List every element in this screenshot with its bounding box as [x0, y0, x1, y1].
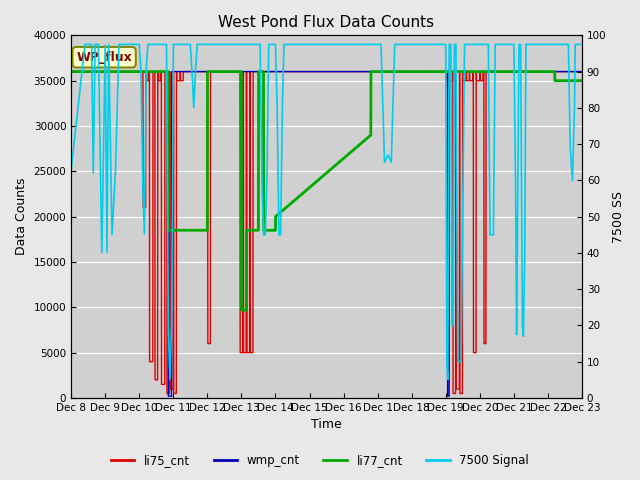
li75_cnt [186, 69, 194, 74]
wmp_cnt [296, 69, 304, 74]
li75_cnt [578, 69, 586, 74]
wmp_cnt [189, 69, 196, 74]
7500 Signal [444, 377, 452, 383]
Text: WP_flux: WP_flux [76, 51, 132, 64]
wmp_cnt [578, 69, 586, 74]
wmp_cnt [260, 69, 268, 74]
li77_cnt [191, 228, 199, 233]
7500 Signal [574, 41, 582, 47]
li77_cnt [574, 78, 582, 84]
li75_cnt [67, 69, 75, 74]
Y-axis label: Data Counts: Data Counts [15, 178, 28, 255]
li77_cnt [296, 192, 304, 198]
Line: li75_cnt: li75_cnt [71, 72, 582, 394]
li75_cnt [189, 69, 196, 74]
wmp_cnt [67, 69, 75, 74]
Y-axis label: 7500 SS: 7500 SS [612, 191, 625, 243]
wmp_cnt [191, 69, 199, 74]
7500 Signal [189, 80, 196, 86]
7500 Signal [578, 41, 586, 47]
7500 Signal [81, 41, 88, 47]
7500 Signal [191, 74, 199, 80]
li75_cnt [191, 69, 199, 74]
li75_cnt [163, 391, 171, 396]
li77_cnt [260, 228, 268, 233]
li75_cnt [260, 69, 268, 74]
7500 Signal [186, 41, 194, 47]
Line: wmp_cnt: wmp_cnt [71, 72, 582, 396]
7500 Signal [67, 167, 75, 172]
X-axis label: Time: Time [311, 419, 342, 432]
li77_cnt [578, 78, 586, 84]
li77_cnt [67, 69, 75, 74]
Title: West Pond Flux Data Counts: West Pond Flux Data Counts [218, 15, 435, 30]
wmp_cnt [164, 393, 172, 399]
wmp_cnt [574, 69, 582, 74]
li77_cnt [186, 228, 194, 233]
7500 Signal [260, 232, 268, 238]
li77_cnt [237, 307, 245, 313]
li77_cnt [189, 228, 196, 233]
Line: 7500 Signal: 7500 Signal [71, 44, 582, 380]
li75_cnt [296, 69, 304, 74]
Line: li77_cnt: li77_cnt [71, 72, 582, 310]
Legend: li75_cnt, wmp_cnt, li77_cnt, 7500 Signal: li75_cnt, wmp_cnt, li77_cnt, 7500 Signal [106, 449, 534, 472]
7500 Signal [296, 41, 304, 47]
li75_cnt [574, 69, 582, 74]
wmp_cnt [186, 69, 194, 74]
